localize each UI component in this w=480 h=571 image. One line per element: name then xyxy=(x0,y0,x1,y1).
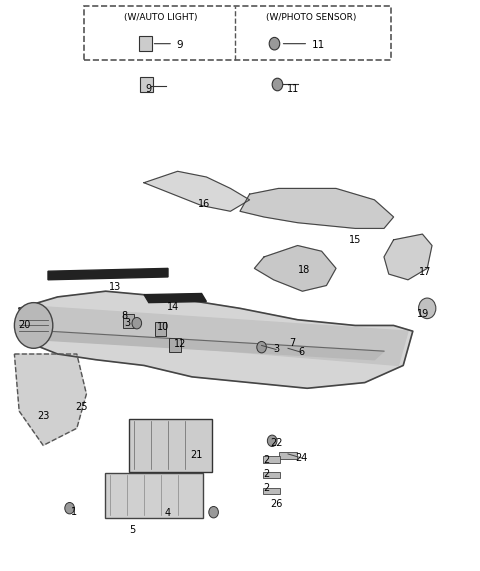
Text: 3: 3 xyxy=(124,317,130,328)
Text: 13: 13 xyxy=(109,282,121,292)
Circle shape xyxy=(209,506,218,518)
Text: 15: 15 xyxy=(349,235,361,245)
Text: 9: 9 xyxy=(176,40,183,50)
Text: 11: 11 xyxy=(287,83,299,94)
Text: 18: 18 xyxy=(298,265,310,275)
Text: 10: 10 xyxy=(157,322,169,332)
FancyBboxPatch shape xyxy=(129,419,212,472)
Circle shape xyxy=(14,303,53,348)
Polygon shape xyxy=(24,305,408,365)
Text: 8: 8 xyxy=(122,311,128,321)
FancyBboxPatch shape xyxy=(105,473,203,518)
Text: 7: 7 xyxy=(289,337,296,348)
FancyBboxPatch shape xyxy=(263,472,280,478)
Text: 16: 16 xyxy=(198,199,210,209)
Text: 2: 2 xyxy=(263,483,270,493)
Text: 23: 23 xyxy=(37,411,49,421)
Polygon shape xyxy=(140,77,153,92)
FancyBboxPatch shape xyxy=(123,314,134,328)
Circle shape xyxy=(267,435,277,447)
Text: 19: 19 xyxy=(417,309,430,319)
Circle shape xyxy=(272,78,283,91)
Text: 9: 9 xyxy=(146,83,152,94)
FancyBboxPatch shape xyxy=(263,488,280,494)
Text: 14: 14 xyxy=(167,302,179,312)
Polygon shape xyxy=(48,268,168,280)
Text: 25: 25 xyxy=(75,402,88,412)
Text: 22: 22 xyxy=(271,437,283,448)
Text: 4: 4 xyxy=(165,508,171,518)
Text: 5: 5 xyxy=(129,525,135,535)
Polygon shape xyxy=(144,171,250,211)
FancyBboxPatch shape xyxy=(155,322,166,336)
Text: 24: 24 xyxy=(295,453,308,463)
Text: 2: 2 xyxy=(263,455,270,465)
FancyBboxPatch shape xyxy=(169,338,181,352)
Polygon shape xyxy=(38,331,384,360)
Polygon shape xyxy=(254,246,336,291)
Text: 20: 20 xyxy=(18,320,30,331)
Text: 26: 26 xyxy=(270,498,282,509)
Circle shape xyxy=(132,317,142,329)
FancyBboxPatch shape xyxy=(84,6,391,60)
FancyBboxPatch shape xyxy=(263,456,280,463)
Polygon shape xyxy=(384,234,432,280)
Text: 6: 6 xyxy=(299,347,304,357)
Circle shape xyxy=(65,502,74,514)
Polygon shape xyxy=(14,354,86,445)
Text: 2: 2 xyxy=(263,469,270,479)
Polygon shape xyxy=(240,188,394,228)
Polygon shape xyxy=(144,293,206,303)
Text: 12: 12 xyxy=(174,339,186,349)
Text: 3: 3 xyxy=(273,344,279,355)
Circle shape xyxy=(257,341,266,353)
Text: 17: 17 xyxy=(419,267,431,278)
Text: 21: 21 xyxy=(191,450,203,460)
FancyBboxPatch shape xyxy=(279,452,297,459)
Polygon shape xyxy=(19,291,413,388)
Text: 1: 1 xyxy=(72,507,77,517)
Text: 11: 11 xyxy=(312,40,324,50)
Polygon shape xyxy=(139,37,152,51)
Circle shape xyxy=(269,38,280,50)
Text: (W/PHOTO SENSOR): (W/PHOTO SENSOR) xyxy=(266,13,357,22)
Text: (W/AUTO LIGHT): (W/AUTO LIGHT) xyxy=(124,13,198,22)
Circle shape xyxy=(419,298,436,319)
